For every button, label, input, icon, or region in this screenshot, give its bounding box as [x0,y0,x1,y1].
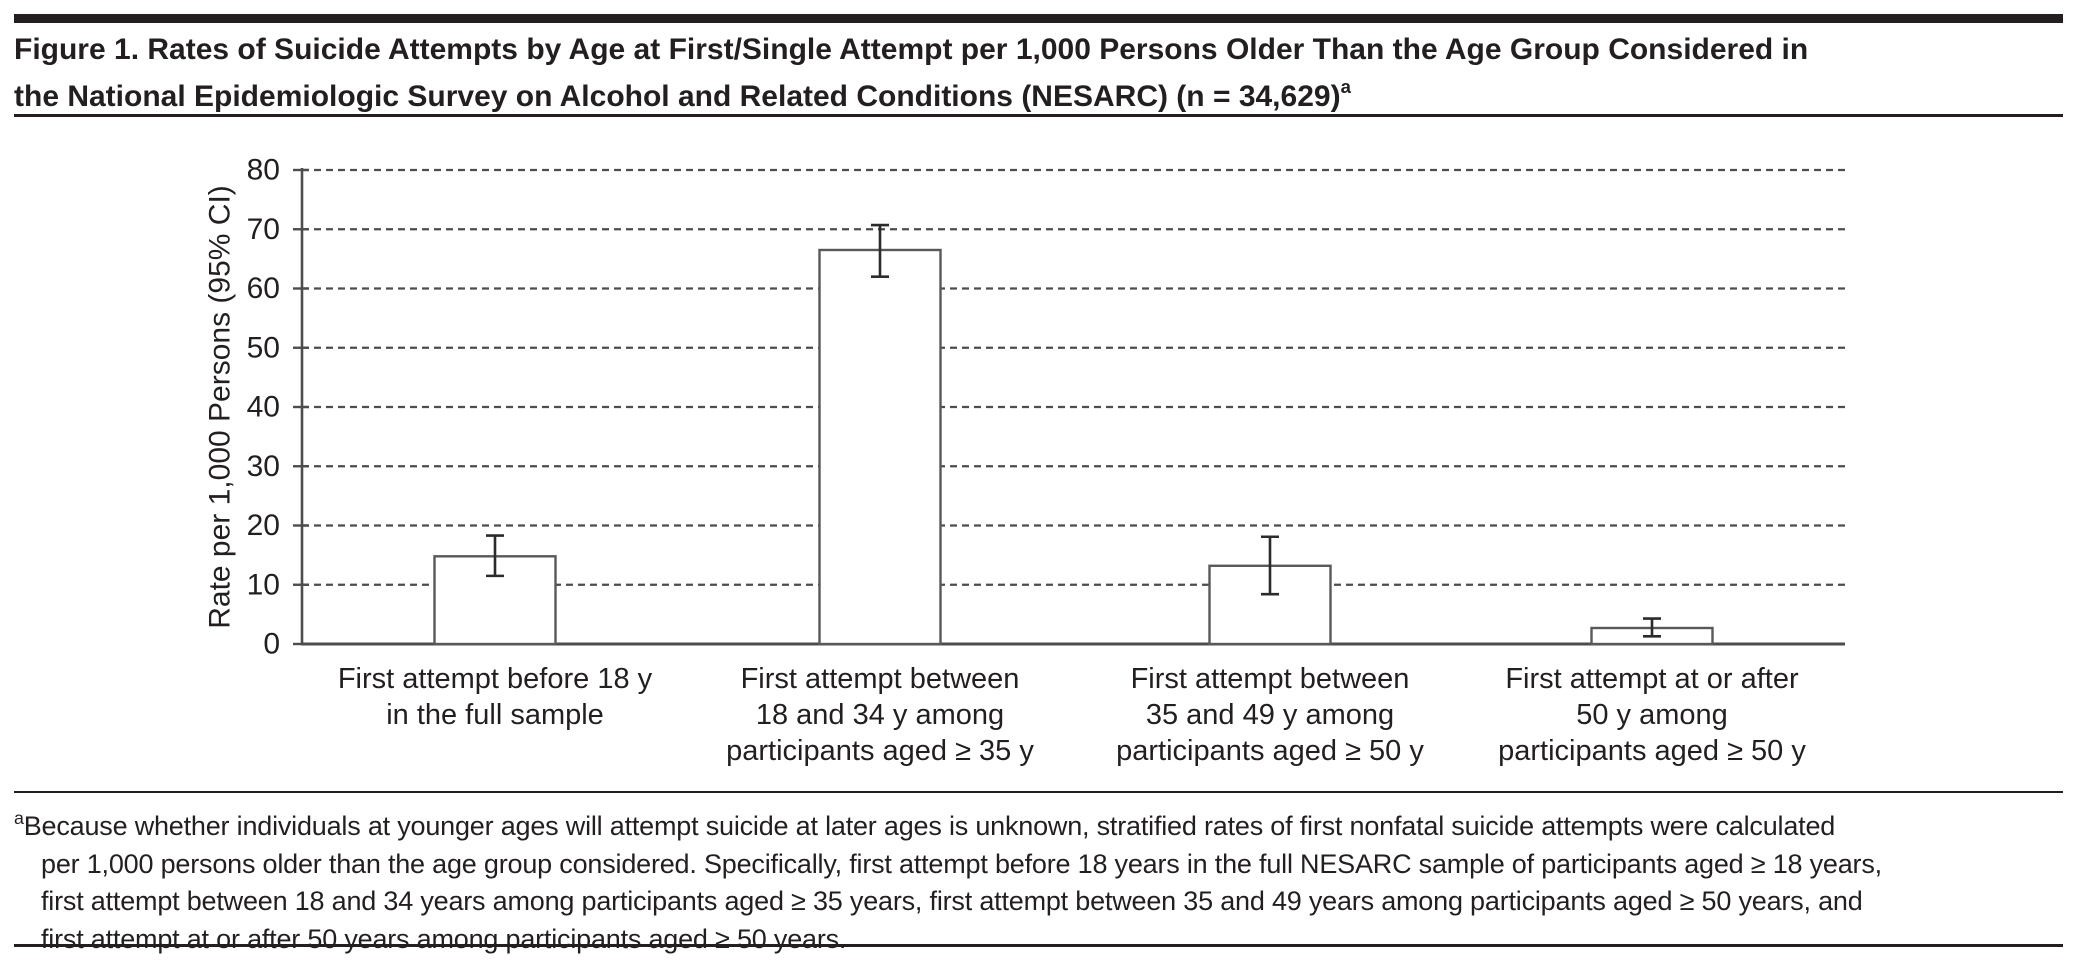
figure-title-text: Figure 1. Rates of Suicide Attempts by A… [14,33,1809,113]
x-axis-label: First attempt between 18 and 34 y among pa… [726,663,1034,767]
axes [293,168,1845,646]
gridlines [302,168,1845,586]
x-axis-label: First attempt before 18 y in the full sam… [338,663,653,731]
bottom-rule [14,944,2063,947]
figure-title: Figure 1. Rates of Suicide Attempts by A… [14,30,2063,116]
y-axis-title: Rate per 1,000 Persons (95% CI) [204,185,237,629]
y-tick-label: 20 [247,509,280,542]
y-tick-label: 40 [247,391,280,424]
y-tick-label: 0 [263,628,280,661]
footnote-text: Because whether individuals at younger a… [23,811,1882,954]
figure-footnote: aBecause whether individuals at younger … [14,801,2077,958]
x-axis-labels: First attempt before 18 y in the full sam… [338,663,1807,767]
bar [818,248,942,646]
y-tick-label: 30 [247,450,280,483]
x-axis-label: First attempt at or after 50 y among parti… [1498,663,1806,767]
y-tick-label: 70 [247,213,280,246]
y-tick-label: 60 [247,272,280,305]
y-tick-label: 50 [247,331,280,364]
bar [1208,564,1332,646]
figure-title-footnote-marker: a [1340,76,1351,97]
y-tick-label: 80 [247,154,280,187]
y-tick-label: 10 [247,568,280,601]
top-rule-thick [14,14,2063,23]
footnote-marker: a [14,808,24,828]
footnote-divider-rule [14,791,2063,793]
x-axis-label: First attempt between 35 and 49 y among pa… [1116,663,1424,767]
bars [433,248,1714,646]
title-divider-rule [14,114,2063,117]
y-tick-labels: 0 10 20 30 40 50 60 70 80 [247,154,280,661]
error-bars [486,223,1661,638]
